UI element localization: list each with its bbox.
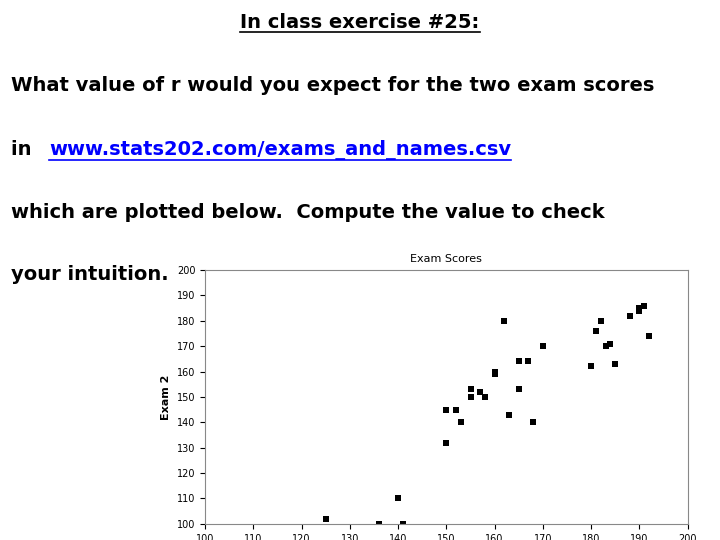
Point [605, 339, 616, 348]
Point [513, 357, 525, 366]
Point [585, 362, 597, 371]
Text: www.stats202.com/exams_and_names.csv: www.stats202.com/exams_and_names.csv [49, 140, 511, 160]
Point [537, 342, 549, 350]
Point [373, 519, 384, 528]
Point [624, 312, 636, 320]
Point [397, 519, 409, 528]
Point [465, 393, 477, 401]
Point [643, 332, 654, 340]
Point [595, 316, 606, 325]
Point [634, 303, 645, 312]
Title: Exam Scores: Exam Scores [410, 254, 482, 264]
Point [634, 306, 645, 315]
Text: your intuition.: your intuition. [11, 265, 168, 284]
Point [392, 494, 404, 503]
Point [610, 360, 621, 368]
Point [639, 301, 650, 310]
Point [465, 385, 477, 394]
Point [498, 316, 510, 325]
Point [489, 370, 500, 379]
Point [489, 367, 500, 376]
Point [513, 385, 525, 394]
Point [373, 519, 384, 528]
Point [441, 405, 452, 414]
Text: which are plotted below.  Compute the value to check: which are plotted below. Compute the val… [11, 202, 604, 221]
Text: What value of r would you expect for the two exam scores: What value of r would you expect for the… [11, 76, 654, 94]
Point [523, 357, 534, 366]
Point [450, 405, 462, 414]
Point [320, 515, 332, 523]
Point [455, 418, 467, 427]
Point [503, 410, 515, 419]
Point [528, 418, 539, 427]
Point [441, 438, 452, 447]
Text: in: in [11, 140, 38, 159]
Y-axis label: Exam 2: Exam 2 [161, 374, 171, 420]
Point [600, 342, 611, 350]
Point [474, 388, 486, 396]
Point [590, 327, 602, 335]
Text: In class exercise #25:: In class exercise #25: [240, 14, 480, 32]
Point [480, 393, 491, 401]
